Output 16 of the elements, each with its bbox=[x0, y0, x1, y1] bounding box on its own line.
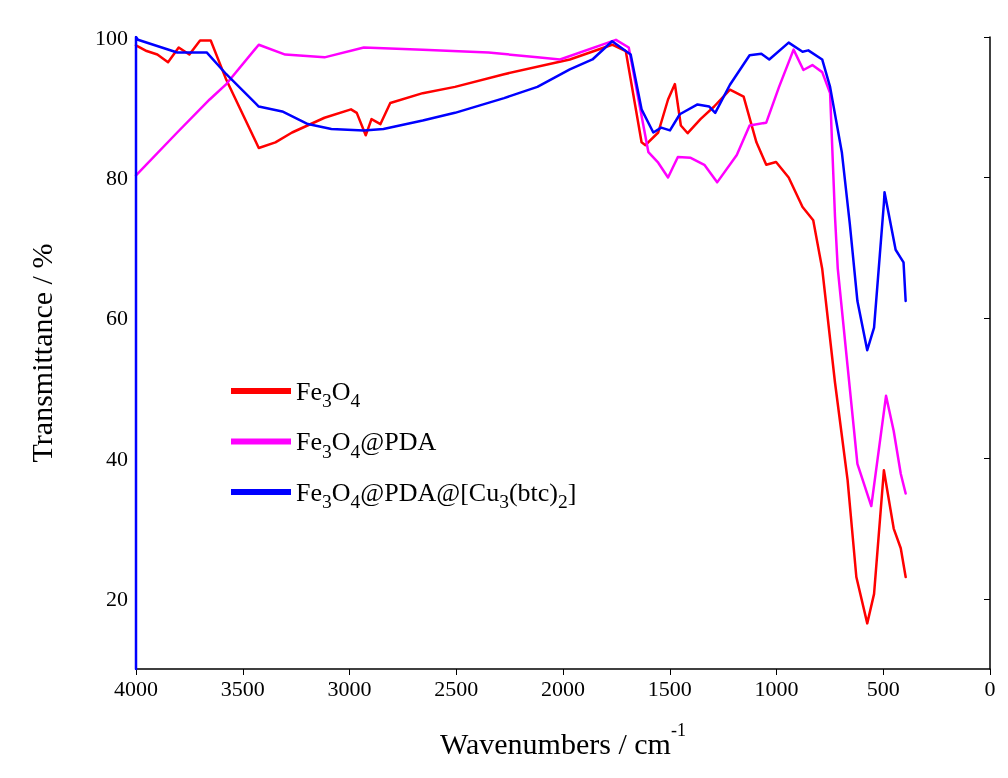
y-tick-label: 20 bbox=[106, 586, 128, 612]
x-tick-label: 1500 bbox=[647, 675, 692, 701]
y-tick-label: 100 bbox=[95, 24, 128, 50]
x-tick-label: 2500 bbox=[434, 675, 479, 701]
x-tick-label: 4000 bbox=[114, 675, 158, 701]
x-tick-label: 3500 bbox=[220, 675, 265, 701]
x-tick-label: 1000 bbox=[754, 675, 799, 701]
x-tick-label: 0 bbox=[984, 675, 996, 701]
y-tick-label: 40 bbox=[106, 445, 128, 471]
y-tick-label: 80 bbox=[106, 164, 128, 190]
line-series bbox=[134, 38, 907, 508]
x-tick-label: 3000 bbox=[327, 675, 372, 701]
x-tick-label: 500 bbox=[866, 675, 900, 701]
y-axis-title: Transmittance / % bbox=[24, 243, 58, 463]
x-tick-label: 2000 bbox=[541, 675, 585, 701]
y-tick-label: 60 bbox=[106, 305, 128, 331]
